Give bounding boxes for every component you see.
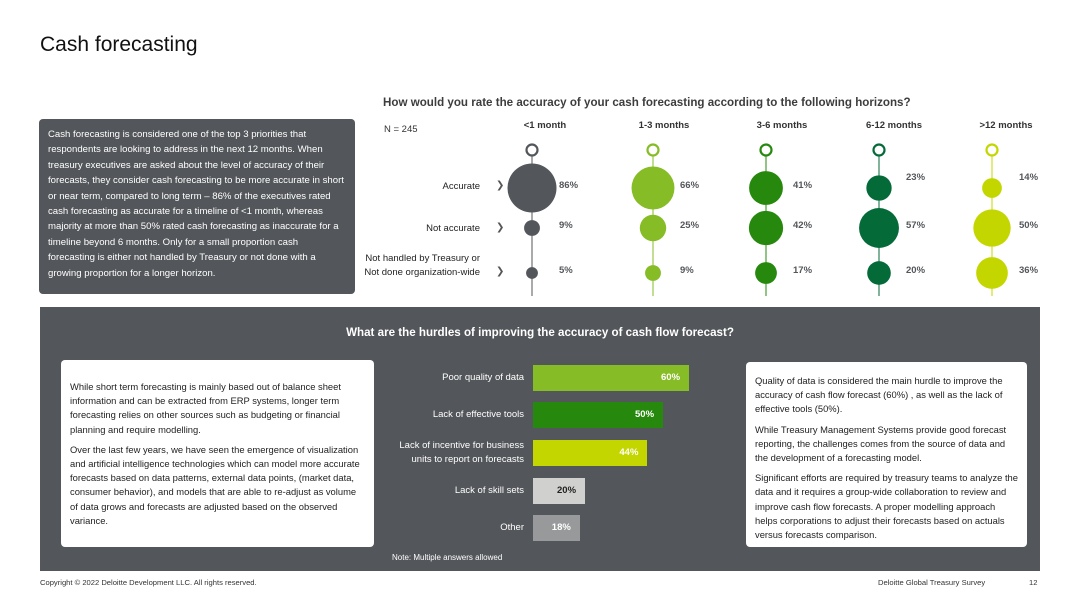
bubble-point: [867, 261, 891, 285]
bubble-point: [507, 163, 557, 213]
bubble-point: [526, 267, 538, 279]
bar-value-label: 20%: [557, 485, 577, 496]
bubble-point: [748, 210, 784, 246]
bubble-point: [749, 171, 783, 205]
bubble-value-label: 66%: [680, 180, 700, 191]
row-label-not-accurate: Not accurate: [426, 223, 480, 234]
bar-category-label-line: units to report on forecasts: [411, 454, 524, 465]
bar-value-label: 44%: [619, 447, 639, 458]
bar-value-label: 60%: [661, 372, 681, 383]
accuracy-question-title: How would you rate the accuracy of your …: [383, 96, 911, 109]
commentary-paragraph: While short term forecasting is mainly b…: [70, 381, 341, 435]
bubble-value-label: 50%: [1019, 220, 1039, 231]
bubble-value-label: 36%: [1019, 265, 1039, 276]
bar-category-label-line: Lack of effective tools: [432, 409, 524, 420]
bubble-point: [976, 257, 1008, 289]
bar-category-label-line: Lack of incentive for business: [399, 440, 524, 451]
bubble-value-label: 86%: [559, 180, 579, 191]
bubble-value-label: 42%: [793, 220, 813, 231]
hurdles-panel: What are the hurdles of improving the ac…: [40, 307, 1040, 571]
commentary-paragraph: While Treasury Management Systems provid…: [755, 423, 1007, 464]
bubble-value-label: 23%: [906, 172, 926, 183]
page-title: Cash forecasting: [40, 33, 198, 56]
bubble-point: [973, 209, 1011, 247]
bar-value-label: 18%: [551, 522, 571, 533]
bubble-point: [866, 175, 892, 201]
commentary-paragraph: Quality of data is considered the main h…: [755, 375, 1003, 415]
bubble-value-label: 9%: [559, 220, 573, 231]
hurdles-right-commentary: Quality of data is considered the main h…: [746, 362, 1027, 547]
bubble-value-label: 20%: [906, 265, 926, 276]
hurdle-bar: [533, 515, 580, 541]
multiple-answers-note: Note: Multiple answers allowed: [392, 553, 503, 562]
column-top-ring-marker: [985, 143, 999, 157]
chevron-right-icon: ❯: [496, 222, 505, 233]
bar-category-label-line: Lack of skill sets: [454, 485, 524, 496]
accuracy-bubble-chart: 86% 9% 5% 66% 25% 9% 41% 42% 17% 23% 57% 20% 14% 50% 3…: [507, 143, 1039, 296]
bar-category-label: Poor quality of data: [384, 371, 524, 385]
bubble-value-label: 9%: [680, 265, 694, 276]
hurdle-bar: [533, 402, 663, 428]
bubble-point: [631, 166, 675, 210]
bar-category-label-line: Other: [500, 522, 524, 533]
hurdle-bar: [533, 365, 689, 391]
bubble-value-label: 57%: [906, 220, 926, 231]
bar-category-label-line: Poor quality of data: [442, 372, 524, 383]
bar-category-label: Lack of incentive for business units to r…: [384, 439, 524, 467]
commentary-paragraph: Over the last few years, we have seen th…: [70, 443, 360, 526]
bubble-value-label: 5%: [559, 265, 573, 276]
bubble-point: [859, 208, 899, 248]
copyright-footer: Copyright © 2022 Deloitte Development LL…: [40, 578, 257, 587]
bar-category-label: Lack of effective tools: [384, 408, 524, 422]
intro-summary-box: Cash forecasting is considered one of th…: [39, 119, 355, 294]
bubble-point: [755, 262, 777, 284]
bubble-value-label: 41%: [793, 180, 813, 191]
column-header-lt1m: <1 month: [523, 120, 567, 131]
bar-value-label: 50%: [635, 409, 655, 420]
bar-category-label: Other: [384, 521, 524, 535]
page-number: 12: [1029, 578, 1038, 587]
hurdle-bar: [533, 440, 648, 466]
hurdle-bar: [533, 478, 585, 504]
bubble-value-label: 25%: [680, 220, 700, 231]
survey-name-footer: Deloitte Global Treasury Survey: [878, 578, 986, 587]
column-top-ring-marker: [646, 143, 660, 157]
chevron-right-icon: ❯: [496, 266, 505, 277]
hurdles-left-commentary: While short term forecasting is mainly b…: [61, 360, 374, 547]
bar-category-label: Lack of skill sets: [384, 484, 524, 498]
column-top-ring-marker: [525, 143, 539, 157]
bubble-point: [982, 178, 1002, 198]
column-header-gt12m: >12 months: [979, 120, 1033, 131]
column-header-3-6m: 3-6 months: [756, 120, 808, 131]
chevron-right-icon: ❯: [496, 180, 505, 191]
bubble-point: [524, 220, 540, 236]
column-top-ring-marker: [872, 143, 886, 157]
column-header-1-3m: 1-3 months: [638, 120, 690, 131]
row-label-accurate: Accurate: [442, 181, 481, 192]
column-header-6-12m: 6-12 months: [866, 120, 922, 131]
hurdles-question-title: What are the hurdles of improving the ac…: [346, 326, 734, 339]
sample-size-label: N = 245: [384, 124, 418, 135]
bubble-point: [639, 214, 667, 242]
column-top-ring-marker: [759, 143, 773, 157]
bubble-point: [645, 265, 661, 281]
row-label-not-handled: Not handled by Treasury or Not done orga…: [364, 253, 480, 278]
bubble-value-label: 17%: [793, 265, 813, 276]
commentary-paragraph: Significant efforts are required by trea…: [755, 472, 1018, 541]
bubble-value-label: 14%: [1019, 172, 1039, 183]
